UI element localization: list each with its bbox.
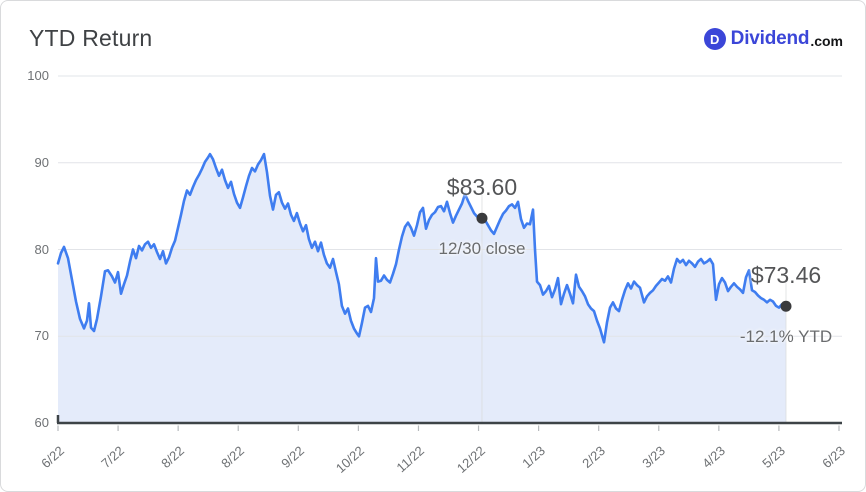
page-title: YTD Return [29,25,153,51]
dividend-logo[interactable]: D Dividend .com [703,28,843,50]
annotation-ytd-caption: -12.1% YTD [739,327,833,347]
annotation-ytd-value: $73.46 [750,262,822,289]
y-tick-label: 80 [34,241,49,257]
dividend-logo-tld: .com [810,32,843,49]
dividend-logo-name: Dividend [730,28,810,49]
y-tick-label: 90 [34,154,49,170]
y-tick-label: 70 [34,328,49,344]
y-tick-label: 60 [34,415,49,430]
annotation-close-value: $83.60 [446,174,518,201]
y-tick-label: 100 [27,68,49,83]
annotation-close-caption: 12/30 close [438,239,526,259]
dividend-logo-icon: D [703,28,726,50]
